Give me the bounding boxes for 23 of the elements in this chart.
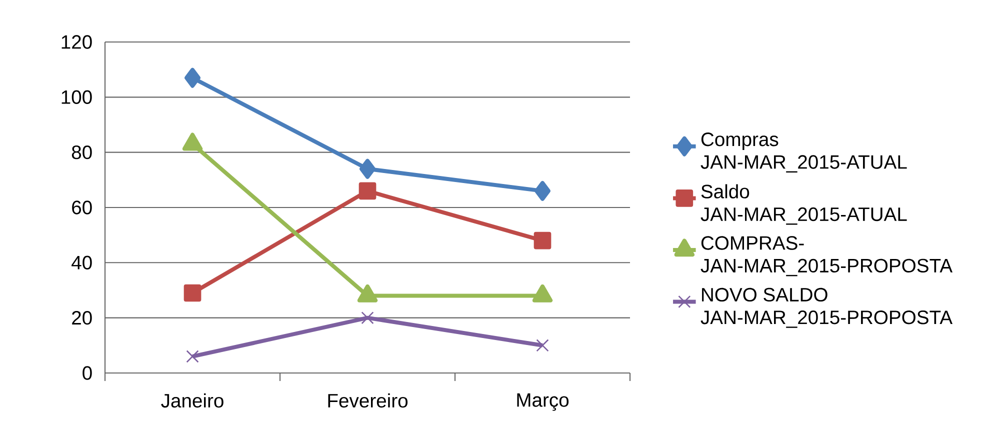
legend-label: Saldo JAN-MAR_2015-ATUAL bbox=[700, 184, 907, 225]
x-tick-label: Março bbox=[517, 393, 569, 411]
y-tick-label: 80 bbox=[72, 145, 92, 160]
legend-label: Compras JAN-MAR_2015-ATUAL bbox=[700, 132, 907, 173]
legend-label: NOVO SALDO JAN-MAR_2015-PROPOSTA bbox=[700, 288, 953, 328]
y-tick-label: 40 bbox=[72, 256, 92, 270]
y-tick-label: 0 bbox=[82, 366, 92, 380]
point bbox=[184, 284, 202, 302]
point bbox=[534, 232, 552, 250]
y-tick-label: 120 bbox=[62, 35, 92, 49]
y-tick-label: 60 bbox=[72, 200, 92, 214]
point bbox=[360, 158, 376, 179]
y-tick-label: 20 bbox=[72, 310, 92, 325]
y-tick-label: 100 bbox=[62, 90, 92, 104]
point bbox=[184, 68, 201, 88]
point bbox=[358, 182, 376, 200]
point bbox=[361, 311, 374, 324]
x-tick-label: Janeiro bbox=[161, 393, 224, 408]
point bbox=[186, 350, 199, 363]
x-tick-label: Fevereiro bbox=[328, 393, 408, 408]
point bbox=[536, 339, 549, 352]
legend-label: COMPRAS- JAN-MAR_2015-PROPOSTA bbox=[700, 236, 953, 276]
point bbox=[534, 180, 551, 201]
